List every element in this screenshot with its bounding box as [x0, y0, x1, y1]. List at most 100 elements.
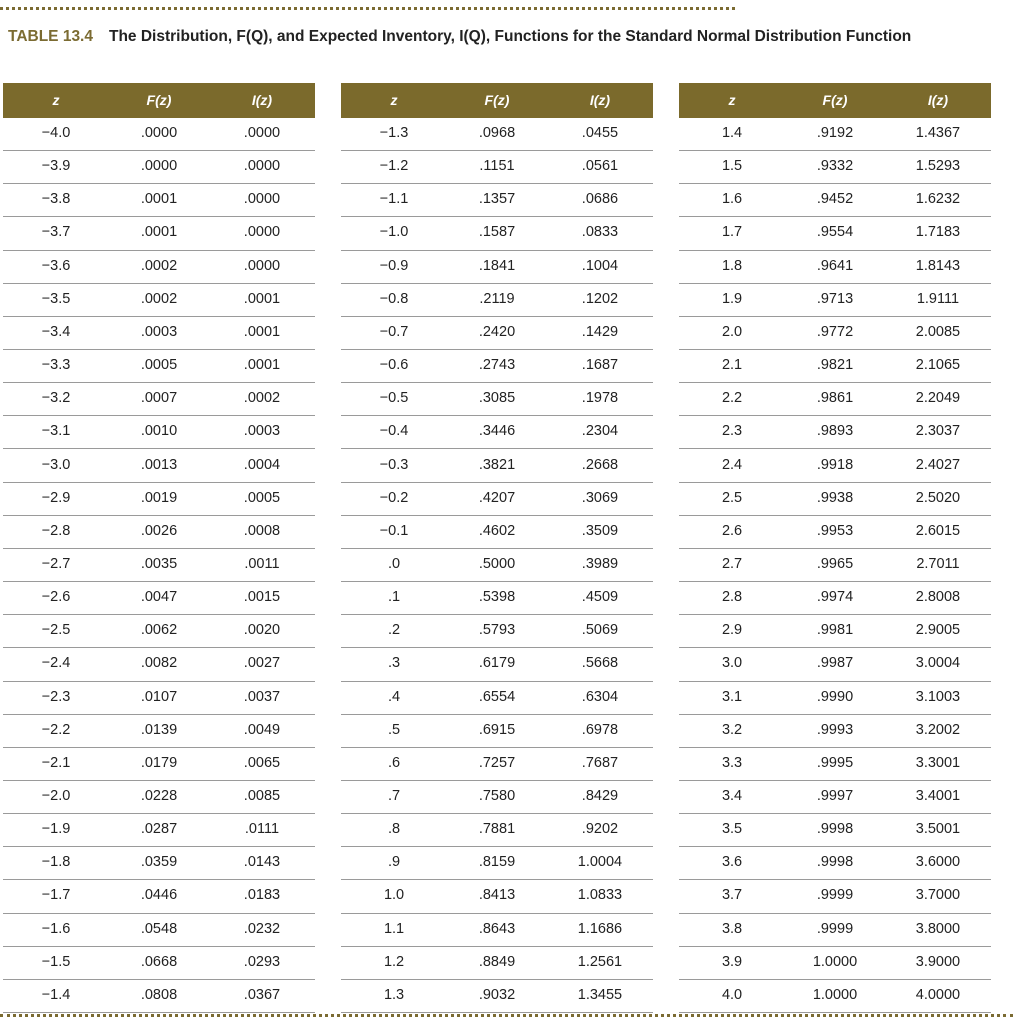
- table-cell: .0183: [243, 887, 281, 904]
- table-row: −3.7 .0001 .0000: [3, 217, 315, 251]
- table-cell: .0008: [243, 522, 281, 539]
- table-cell: −3.9: [41, 158, 71, 175]
- table-cell: 2.2049: [915, 390, 961, 407]
- table-cell: .0668: [140, 953, 178, 970]
- table-cell: .0561: [581, 158, 619, 175]
- table-cell: .0005: [243, 489, 281, 506]
- table-cell: .9332: [816, 158, 854, 175]
- table-cell: 3.8000: [915, 920, 961, 937]
- table-row: .1 .5398 .4509: [341, 582, 653, 616]
- table-cell: 1.7: [721, 224, 743, 241]
- table-cell: .1: [387, 589, 401, 606]
- table-cell: .0019: [140, 489, 178, 506]
- table-cell: .9772: [816, 323, 854, 340]
- table-cell: .6915: [478, 721, 516, 738]
- table-cell: .4602: [478, 522, 516, 539]
- table-row: −0.9 .1841 .1004: [341, 251, 653, 284]
- table-row: 1.9 .9713 1.9111: [679, 284, 991, 317]
- table-row: 2.9 .9981 2.9005: [679, 615, 991, 649]
- table-cell: 2.8008: [915, 589, 961, 606]
- table-cell: .0446: [140, 887, 178, 904]
- table-cell: .1429: [581, 323, 619, 340]
- table-row: −0.2 .4207 .3069: [341, 483, 653, 516]
- table-row: −0.6 .2743 .1687: [341, 350, 653, 384]
- table-row: 2.5 .9938 2.5020: [679, 483, 991, 516]
- table-cell: −2.9: [41, 489, 71, 506]
- table-cell: 2.6015: [915, 522, 961, 539]
- header-cell: F(z): [146, 92, 172, 108]
- header-cell: I(z): [589, 92, 611, 108]
- table-cell: .0455: [581, 125, 619, 141]
- table-cell: 3.9000: [915, 953, 961, 970]
- table-cell: −2.5: [41, 622, 71, 639]
- table-row: −1.6 .0548 .0232: [3, 914, 315, 947]
- data-table: z F(z) I(z) −1.3.0968.0455 −1.2.1151.0561 −1.…: [341, 83, 653, 1014]
- table-cell: .9999: [816, 920, 854, 937]
- table-cell: .4: [387, 688, 401, 705]
- table-cell: .0000: [140, 125, 178, 141]
- table-cell: 2.1065: [915, 357, 961, 374]
- table-row: −2.9 .0019 .0005: [3, 483, 315, 516]
- table-cell: −0.2: [379, 489, 409, 506]
- table-cell: 3.4001: [915, 788, 961, 804]
- table-cell: −3.4: [41, 323, 71, 340]
- table-row: −3.6 .0002 .0000: [3, 251, 315, 284]
- data-table: z F(z) I(z) −4.0.0000.0000 −3.9.0000.0000 −3.…: [3, 83, 315, 1014]
- header-cell: z: [390, 92, 398, 108]
- table-cell: .0049: [243, 721, 281, 738]
- table-cell: .0047: [140, 589, 178, 606]
- table-cell: 4.0000: [915, 986, 961, 1003]
- table-cell: .0027: [243, 655, 281, 672]
- table-cell: −3.5: [41, 290, 71, 307]
- table-cell: −0.8: [379, 290, 409, 307]
- table-cell: .0000: [243, 257, 281, 274]
- table-row: −3.3 .0005 .0001: [3, 350, 315, 384]
- table-row: −1.4 .0808 .0367: [3, 980, 315, 1014]
- table-row: −3.0 .0013 .0004: [3, 450, 315, 483]
- table-cell: 3.0004: [915, 655, 961, 672]
- table-cell: .0085: [243, 788, 281, 804]
- table-cell: 2.5: [721, 489, 743, 506]
- table-row: .0 .5000 .3989: [341, 549, 653, 583]
- table-row: −2.8 .0026 .0008: [3, 516, 315, 549]
- table-row: −2.6 .0047 .0015: [3, 582, 315, 616]
- table-cell: .9974: [816, 589, 854, 606]
- table-cell: .0002: [140, 257, 178, 274]
- table-cell: .7580: [478, 788, 516, 804]
- table-row: .3 .6179 .5668: [341, 648, 653, 682]
- table-cell: .0: [387, 555, 401, 572]
- table-row: 1.5 .9332 1.5293: [679, 151, 991, 185]
- table-cell: −1.1: [379, 191, 409, 208]
- table-cell: .2119: [479, 290, 515, 307]
- table-cell: 1.5293: [915, 158, 961, 175]
- table-cell: .2743: [478, 357, 516, 374]
- table-cell: −0.3: [379, 456, 409, 473]
- table-row: −1.7 .0446 .0183: [3, 880, 315, 914]
- table-cell: 2.0085: [915, 323, 961, 340]
- table-row: 1.4 .9192 1.4367: [679, 118, 991, 152]
- table-cell: 3.3: [721, 754, 743, 771]
- table-row: .4 .6554 .6304: [341, 682, 653, 715]
- table-cell: −3.6: [41, 257, 71, 274]
- table-cell: .3989: [581, 555, 619, 572]
- table-cell: .8849: [478, 953, 516, 970]
- table-row: −1.2 .1151 .0561: [341, 151, 653, 185]
- table-cell: .0000: [243, 191, 281, 208]
- table-cell: 4.0: [721, 986, 743, 1003]
- table-cell: .4207: [478, 489, 516, 506]
- table-row: 3.2 .9993 3.2002: [679, 715, 991, 748]
- table-cell: .8643: [478, 920, 516, 937]
- table-cell: .2420: [478, 323, 516, 340]
- table-cell: .0003: [140, 323, 178, 340]
- table-cell: 1.3: [383, 986, 405, 1003]
- table-row: −0.1 .4602 .3509: [341, 516, 653, 549]
- table-cell: −1.5: [41, 953, 71, 970]
- table-cell: −1.6: [41, 920, 71, 937]
- table-row: 3.8 .9999 3.8000: [679, 914, 991, 947]
- table-cell: .7257: [478, 754, 516, 771]
- table-cell: −2.6: [41, 589, 71, 606]
- table-cell: −0.5: [379, 390, 409, 407]
- table-cell: 3.0: [721, 655, 743, 672]
- table-cell: .0359: [140, 854, 178, 871]
- table-cell: 1.4: [721, 125, 743, 141]
